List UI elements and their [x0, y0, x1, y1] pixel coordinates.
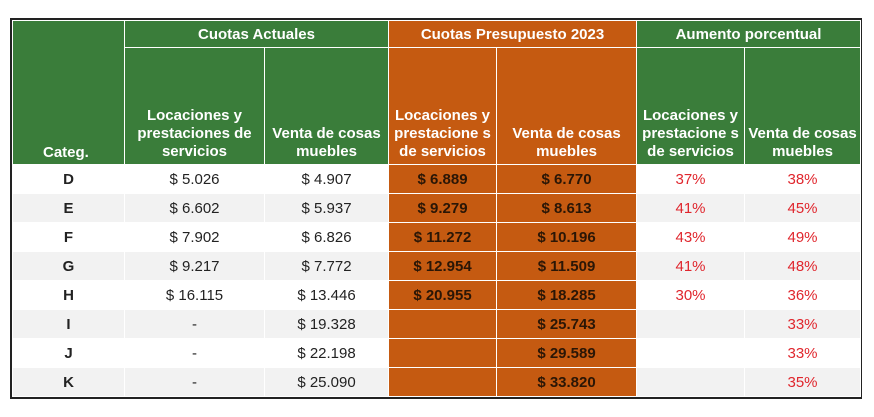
header-venta-aumento: Venta de cosas muebles: [744, 47, 862, 165]
cuotas-table-frame: Categ. Cuotas Actuales Cuotas Presupuest…: [10, 18, 862, 399]
cell-categoria: E: [12, 193, 125, 223]
cell-locaciones-presupuesto: $ 11.272: [388, 222, 498, 252]
header-locaciones-presupuesto: Locaciones y prestacione s de servicios: [388, 47, 498, 165]
cell-venta-actual: $ 7.772: [263, 251, 390, 281]
cell-categoria: I: [12, 309, 125, 339]
header-categ: Categ.: [12, 20, 125, 165]
cell-venta-actual: $ 4.907: [263, 164, 390, 194]
header-venta-actual: Venta de cosas muebles: [263, 47, 390, 165]
cell-locaciones-aumento: 41%: [636, 251, 746, 281]
cell-categoria: J: [12, 338, 125, 368]
cell-locaciones-aumento: 30%: [636, 280, 746, 310]
header-group-actual: Cuotas Actuales: [123, 20, 390, 48]
cell-locaciones-presupuesto: $ 12.954: [388, 251, 498, 281]
cell-venta-aumento: 33%: [744, 309, 862, 339]
cell-venta-presupuesto: $ 11.509: [496, 251, 638, 281]
table-row: D $ 5.026 $ 4.907 $ 6.889 $ 6.770 37% 38%: [12, 164, 862, 194]
table-row: I - $ 19.328 $ 25.743 33%: [12, 309, 862, 339]
cell-locaciones-presupuesto: [388, 338, 498, 368]
cell-venta-aumento: 33%: [744, 338, 862, 368]
cell-locaciones-actual: -: [124, 309, 265, 339]
cell-venta-aumento: 35%: [744, 367, 862, 397]
cell-venta-aumento: 38%: [744, 164, 862, 194]
header-group-aumento: Aumento porcentual: [636, 20, 862, 48]
cell-venta-actual: $ 25.090: [263, 367, 390, 397]
cell-venta-actual: $ 6.826: [263, 222, 390, 252]
cell-locaciones-presupuesto: [388, 309, 498, 339]
cell-locaciones-aumento: 43%: [636, 222, 746, 252]
cell-venta-actual: $ 5.937: [263, 193, 390, 223]
table-row: G $ 9.217 $ 7.772 $ 12.954 $ 11.509 41% 48%: [12, 251, 862, 281]
cell-locaciones-presupuesto: [388, 367, 498, 397]
cell-locaciones-presupuesto: $ 6.889: [388, 164, 498, 194]
cell-venta-aumento: 45%: [744, 193, 862, 223]
cell-categoria: D: [12, 164, 125, 194]
cell-venta-actual: $ 19.328: [263, 309, 390, 339]
cell-locaciones-actual: $ 7.902: [124, 222, 265, 252]
cell-locaciones-presupuesto: $ 20.955: [388, 280, 498, 310]
cell-venta-presupuesto: $ 6.770: [496, 164, 638, 194]
cell-locaciones-actual: $ 9.217: [124, 251, 265, 281]
cell-locaciones-aumento: 41%: [636, 193, 746, 223]
table-body: D $ 5.026 $ 4.907 $ 6.889 $ 6.770 37% 38% E $ 6.…: [12, 164, 862, 397]
cell-locaciones-actual: -: [124, 338, 265, 368]
cell-venta-presupuesto: $ 33.820: [496, 367, 638, 397]
table-row: J - $ 22.198 $ 29.589 33%: [12, 338, 862, 368]
cell-venta-aumento: 48%: [744, 251, 862, 281]
cell-locaciones-actual: $ 16.115: [124, 280, 265, 310]
cell-venta-presupuesto: $ 25.743: [496, 309, 638, 339]
cell-venta-actual: $ 22.198: [263, 338, 390, 368]
header-group-presupuesto: Cuotas Presupuesto 2023: [388, 20, 638, 48]
cell-locaciones-aumento: [636, 338, 746, 368]
header-venta-presupuesto: Venta de cosas muebles: [496, 47, 638, 165]
cell-locaciones-aumento: 37%: [636, 164, 746, 194]
cell-locaciones-actual: -: [124, 367, 265, 397]
cell-venta-actual: $ 13.446: [263, 280, 390, 310]
header-locaciones-actual: Locaciones y prestaciones de servicios: [124, 47, 265, 165]
cell-venta-aumento: 49%: [744, 222, 862, 252]
cell-categoria: K: [12, 367, 125, 397]
cell-venta-presupuesto: $ 18.285: [496, 280, 638, 310]
table-row: K - $ 25.090 $ 33.820 35%: [12, 367, 862, 397]
cell-venta-presupuesto: $ 10.196: [496, 222, 638, 252]
cell-locaciones-actual: $ 5.026: [124, 164, 265, 194]
table-row: E $ 6.602 $ 5.937 $ 9.279 $ 8.613 41% 45%: [12, 193, 862, 223]
cell-locaciones-actual: $ 6.602: [124, 193, 265, 223]
cell-locaciones-aumento: [636, 367, 746, 397]
cell-categoria: H: [12, 280, 125, 310]
header-locaciones-aumento: Locaciones y prestacione s de servicios: [636, 47, 746, 165]
cell-categoria: F: [12, 222, 125, 252]
table-row: F $ 7.902 $ 6.826 $ 11.272 $ 10.196 43% 49%: [12, 222, 862, 252]
cuotas-table: Categ. Cuotas Actuales Cuotas Presupuest…: [12, 20, 862, 397]
table-row: H $ 16.115 $ 13.446 $ 20.955 $ 18.285 30% 36%: [12, 280, 862, 310]
cell-venta-presupuesto: $ 29.589: [496, 338, 638, 368]
cell-venta-aumento: 36%: [744, 280, 862, 310]
cell-categoria: G: [12, 251, 125, 281]
cell-venta-presupuesto: $ 8.613: [496, 193, 638, 223]
cell-locaciones-presupuesto: $ 9.279: [388, 193, 498, 223]
cell-locaciones-aumento: [636, 309, 746, 339]
